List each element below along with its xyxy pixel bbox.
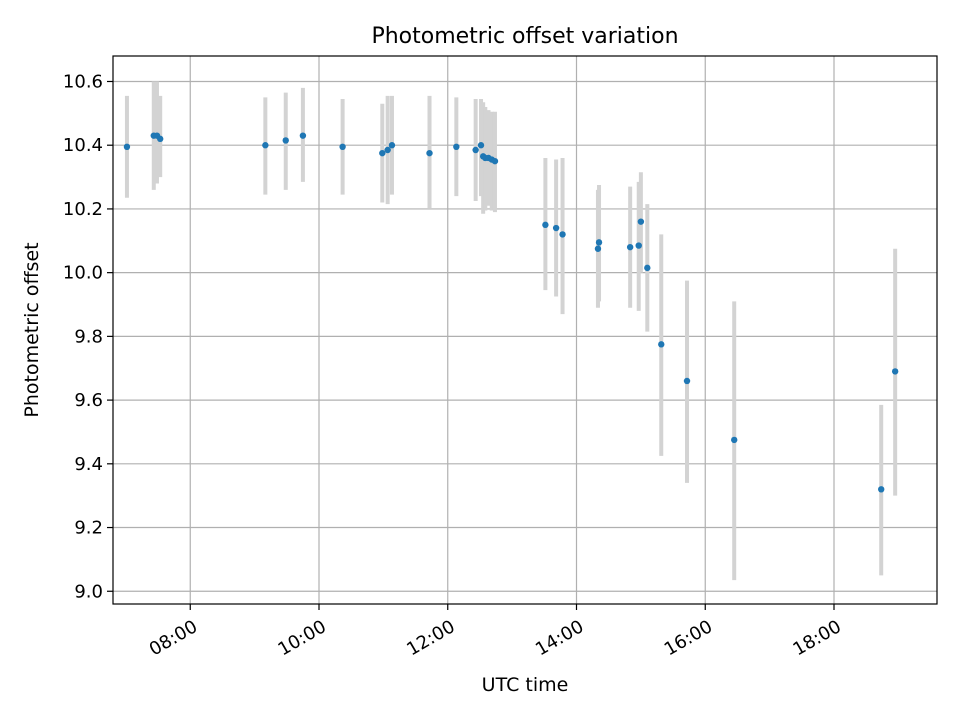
data-point — [658, 341, 665, 348]
data-point — [477, 142, 485, 149]
y-tick-label: 9.8 — [74, 326, 103, 347]
data-point — [552, 224, 560, 232]
plot-frame — [112, 55, 938, 605]
data-point — [157, 135, 164, 143]
data-point — [635, 242, 642, 249]
data-point — [379, 149, 386, 157]
data-point — [559, 231, 566, 238]
y-tick-label: 10.6 — [63, 71, 103, 92]
plot-area — [113, 56, 937, 604]
y-tick-label: 9.0 — [74, 581, 103, 602]
data-point — [637, 218, 645, 225]
data-point — [282, 137, 289, 144]
data-point — [542, 221, 549, 229]
data-point — [426, 149, 433, 157]
data-point — [491, 157, 499, 165]
y-tick-label: 9.6 — [74, 390, 103, 411]
data-point — [388, 142, 396, 149]
data-point — [384, 146, 391, 154]
grid — [113, 56, 937, 604]
data-point — [891, 368, 899, 375]
data-point — [731, 436, 738, 444]
y-tick-label: 9.2 — [74, 518, 103, 539]
data-point — [594, 245, 602, 252]
y-tick-label: 10.0 — [63, 263, 103, 284]
y-tick-label: 9.4 — [74, 454, 103, 475]
data-point — [299, 132, 307, 139]
data-point — [262, 142, 269, 149]
data-point — [626, 243, 634, 251]
data-point — [453, 143, 460, 151]
x-axis-label: UTC time — [482, 674, 569, 696]
y-axis: 9.0 9.2 9.4 9.6 9.8 10.0 10.2 10.4 10.6 — [63, 71, 113, 602]
data-point — [123, 143, 131, 151]
data-point — [683, 377, 691, 385]
y-tick-label: 10.2 — [63, 199, 103, 220]
y-axis-label: Photometric offset — [21, 242, 43, 417]
y-tick-label: 10.4 — [63, 135, 103, 156]
data-point — [644, 264, 651, 272]
data-point — [339, 143, 346, 151]
data-point — [472, 146, 479, 154]
data-point — [595, 239, 603, 246]
chart-title: Photometric offset variation — [371, 24, 678, 49]
data-point — [878, 486, 885, 493]
data-points — [123, 132, 899, 493]
